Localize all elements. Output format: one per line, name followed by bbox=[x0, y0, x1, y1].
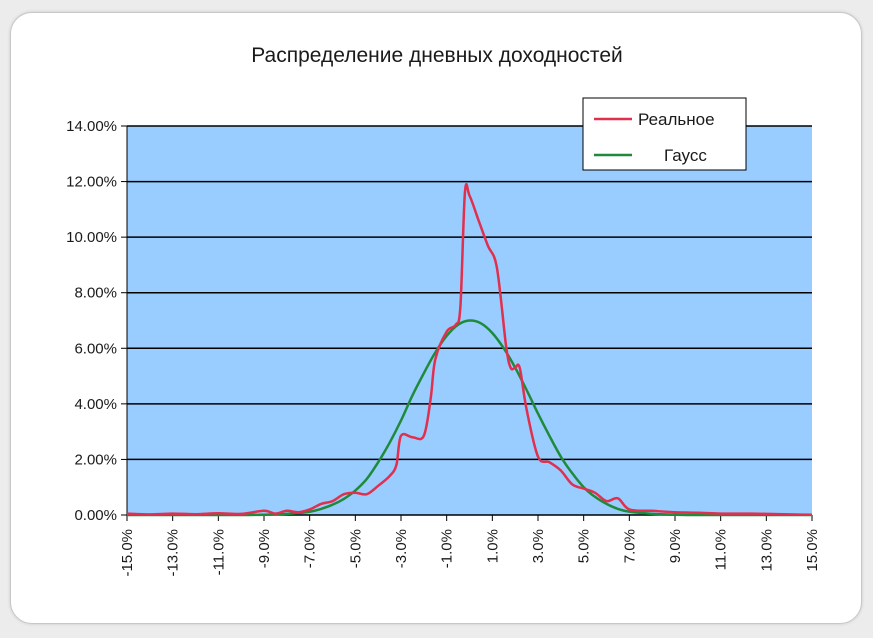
y-tick-label: 8.00% bbox=[74, 285, 117, 302]
x-tick-label: -11.0% bbox=[210, 529, 227, 575]
y-tick-label: 4.00% bbox=[74, 396, 117, 413]
legend-box bbox=[582, 97, 747, 171]
y-tick-label: 14.00% bbox=[66, 118, 117, 135]
gridlines bbox=[126, 125, 812, 516]
x-tick-label: -7.0% bbox=[302, 529, 319, 568]
x-tick-label: 1.0% bbox=[484, 529, 501, 563]
x-tick-label: -9.0% bbox=[256, 529, 273, 568]
x-tick-label: 5.0% bbox=[576, 529, 593, 563]
legend: Реальное Гаусс bbox=[582, 97, 747, 171]
y-tick-label: 0.00% bbox=[74, 507, 117, 524]
y-axis-ticks: 0.00% 2.00% 4.00% 6.00% 8.00% 10.00% 12.00% 14.… bbox=[66, 118, 127, 524]
legend-label-gauss: Гаусс bbox=[664, 146, 707, 165]
x-tick-label: 13.0% bbox=[758, 529, 775, 572]
x-tick-label: -13.0% bbox=[165, 529, 182, 577]
x-tick-label: -15.0% bbox=[119, 529, 136, 577]
x-tick-label: 7.0% bbox=[621, 529, 638, 563]
x-tick-label: -5.0% bbox=[347, 529, 364, 568]
x-tick-label: 11.0% bbox=[713, 529, 730, 570]
x-tick-label: 15.0% bbox=[804, 529, 821, 572]
x-tick-label: 9.0% bbox=[667, 529, 684, 563]
series-line-real bbox=[126, 182, 813, 516]
x-tick-label: 3.0% bbox=[530, 529, 547, 563]
series-line-gauss bbox=[127, 319, 812, 517]
y-tick-label: 6.00% bbox=[74, 340, 117, 357]
y-tick-label: 12.00% bbox=[66, 174, 117, 191]
x-axis-ticks: -15.0% -13.0% -11.0% -9.0% -7.0% -5.0% -3.0% -1… bbox=[119, 514, 821, 577]
x-tick-label: -3.0% bbox=[393, 529, 410, 568]
x-tick-label: -1.0% bbox=[439, 529, 456, 568]
series-lines bbox=[126, 182, 813, 517]
legend-label-real: Реальное bbox=[638, 110, 715, 129]
chart-title: Распределение дневных доходностей bbox=[251, 44, 622, 67]
y-tick-label: 10.00% bbox=[66, 229, 117, 246]
y-tick-label: 2.00% bbox=[74, 451, 117, 468]
